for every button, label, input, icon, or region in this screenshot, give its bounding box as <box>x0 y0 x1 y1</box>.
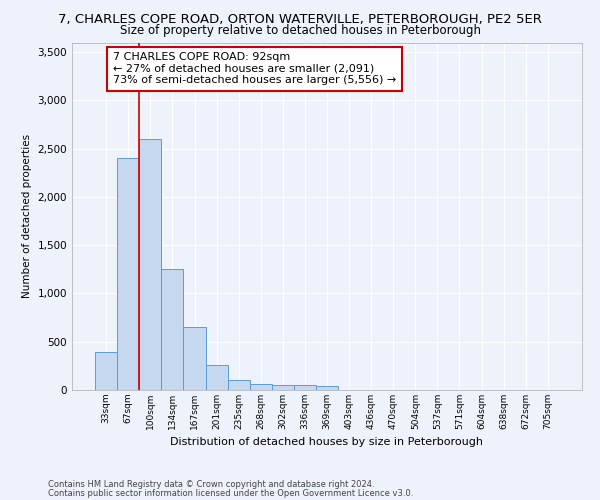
Bar <box>161 270 184 390</box>
Bar <box>117 158 139 390</box>
Text: Size of property relative to detached houses in Peterborough: Size of property relative to detached ho… <box>119 24 481 37</box>
Bar <box>250 384 272 390</box>
Bar <box>95 352 117 390</box>
Bar <box>184 328 206 390</box>
Bar <box>316 386 338 390</box>
Bar <box>272 384 294 390</box>
Bar <box>206 366 227 390</box>
X-axis label: Distribution of detached houses by size in Peterborough: Distribution of detached houses by size … <box>170 438 484 448</box>
Text: 7, CHARLES COPE ROAD, ORTON WATERVILLE, PETERBOROUGH, PE2 5ER: 7, CHARLES COPE ROAD, ORTON WATERVILLE, … <box>58 12 542 26</box>
Bar <box>139 139 161 390</box>
Text: Contains HM Land Registry data © Crown copyright and database right 2024.: Contains HM Land Registry data © Crown c… <box>48 480 374 489</box>
Y-axis label: Number of detached properties: Number of detached properties <box>22 134 32 298</box>
Bar <box>294 385 316 390</box>
Text: 7 CHARLES COPE ROAD: 92sqm
← 27% of detached houses are smaller (2,091)
73% of s: 7 CHARLES COPE ROAD: 92sqm ← 27% of deta… <box>113 52 396 86</box>
Bar <box>227 380 250 390</box>
Text: Contains public sector information licensed under the Open Government Licence v3: Contains public sector information licen… <box>48 489 413 498</box>
